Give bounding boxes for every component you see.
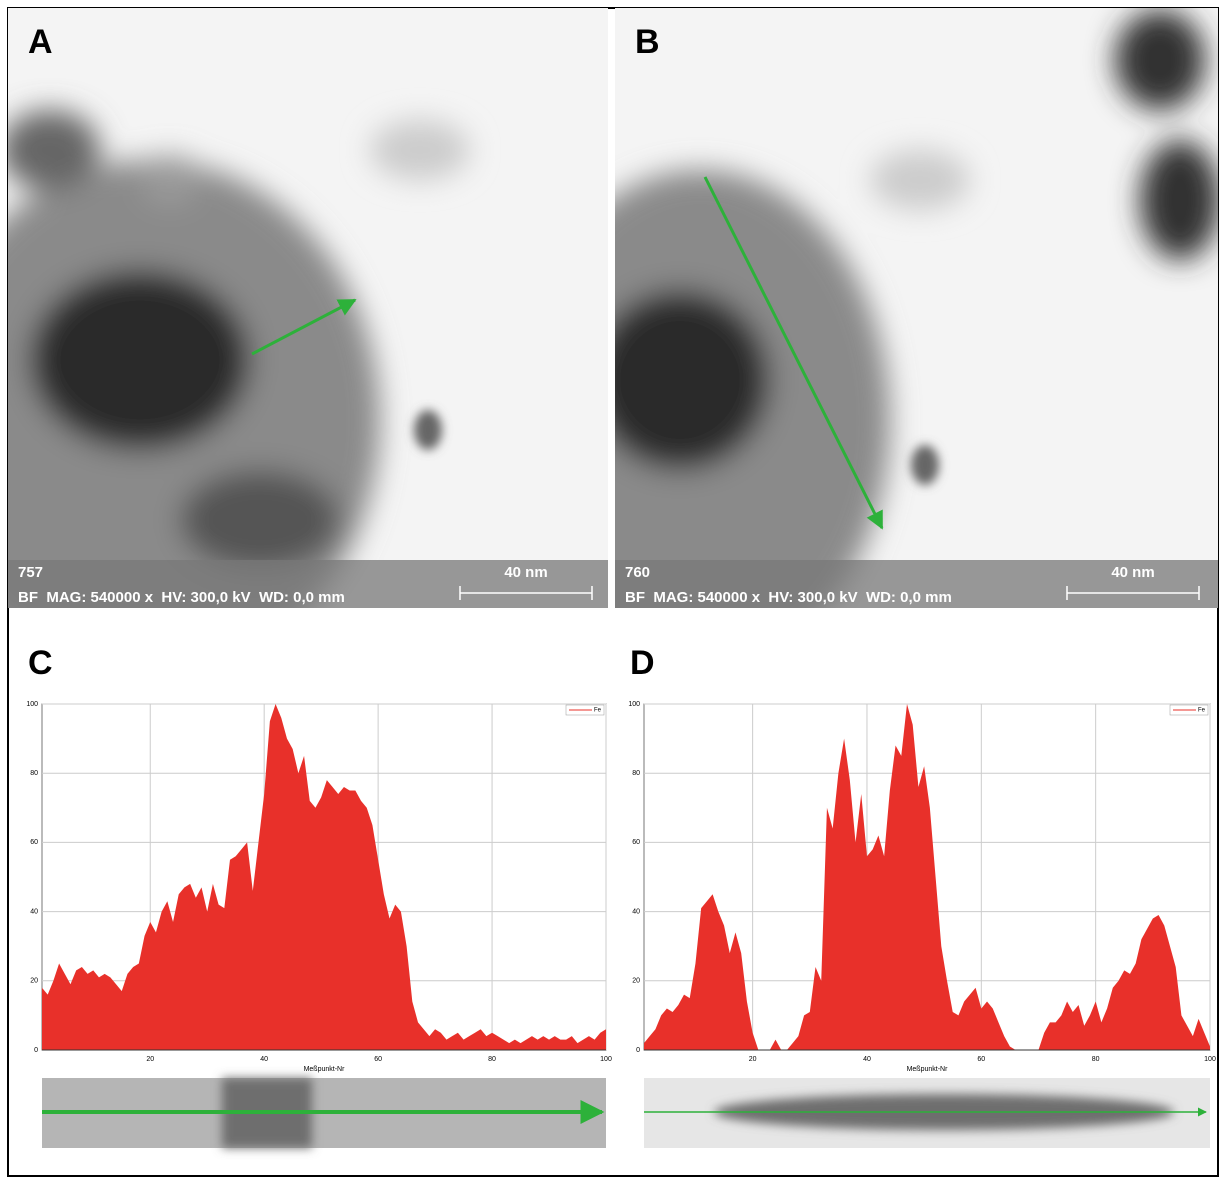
x-tick-label: 40 [260, 1056, 268, 1063]
y-tick-label: 80 [632, 770, 640, 777]
image-info: BF MAG: 540000 x HV: 300,0 kV WD: 0,0 mm [18, 589, 345, 606]
x-tick-label: 20 [749, 1056, 757, 1063]
scale-bar [459, 586, 593, 600]
x-axis-label: Meßpunkt-Nr [304, 1066, 346, 1073]
y-tick-label: 60 [30, 839, 38, 846]
panel-label: A [28, 23, 53, 61]
panel-label: C [28, 644, 53, 682]
info-bar [8, 560, 608, 608]
image-id: 760 [625, 564, 650, 581]
tem-image-b [615, 8, 1218, 608]
tem-image-a [8, 8, 608, 608]
x-axis-label: Meßpunkt-Nr [907, 1066, 949, 1073]
y-tick-label: 0 [34, 1047, 38, 1054]
legend-label: Fe [594, 708, 602, 714]
y-tick-label: 80 [30, 770, 38, 777]
profile-strip [644, 1078, 1210, 1148]
x-tick-label: 80 [488, 1056, 496, 1063]
area [644, 704, 1210, 1050]
scale-bar [1066, 586, 1200, 600]
x-tick-label: 20 [146, 1056, 154, 1063]
panel-label: B [635, 23, 660, 61]
profile-strip [42, 1078, 606, 1148]
x-tick-label: 60 [374, 1056, 382, 1063]
y-tick-label: 100 [26, 701, 38, 708]
x-tick-label: 100 [600, 1056, 612, 1063]
x-tick-label: 80 [1092, 1056, 1100, 1063]
image-id: 757 [18, 564, 43, 581]
image-info: BF MAG: 540000 x HV: 300,0 kV WD: 0,0 mm [625, 589, 952, 606]
panel-label: D [630, 644, 655, 682]
y-tick-label: 40 [30, 908, 38, 915]
x-tick-label: 100 [1204, 1056, 1216, 1063]
x-tick-label: 40 [863, 1056, 871, 1063]
x-tick-label: 60 [977, 1056, 985, 1063]
y-tick-label: 20 [632, 978, 640, 985]
area [42, 704, 606, 1050]
y-tick-label: 60 [632, 839, 640, 846]
y-tick-label: 40 [632, 908, 640, 915]
legend-label: Fe [1198, 708, 1206, 714]
y-tick-label: 100 [628, 701, 640, 708]
y-tick-label: 20 [30, 978, 38, 985]
y-tick-label: 0 [636, 1047, 640, 1054]
info-bar [615, 560, 1218, 608]
scale-label: 40 nm [1111, 564, 1154, 581]
scale-label: 40 nm [504, 564, 547, 581]
